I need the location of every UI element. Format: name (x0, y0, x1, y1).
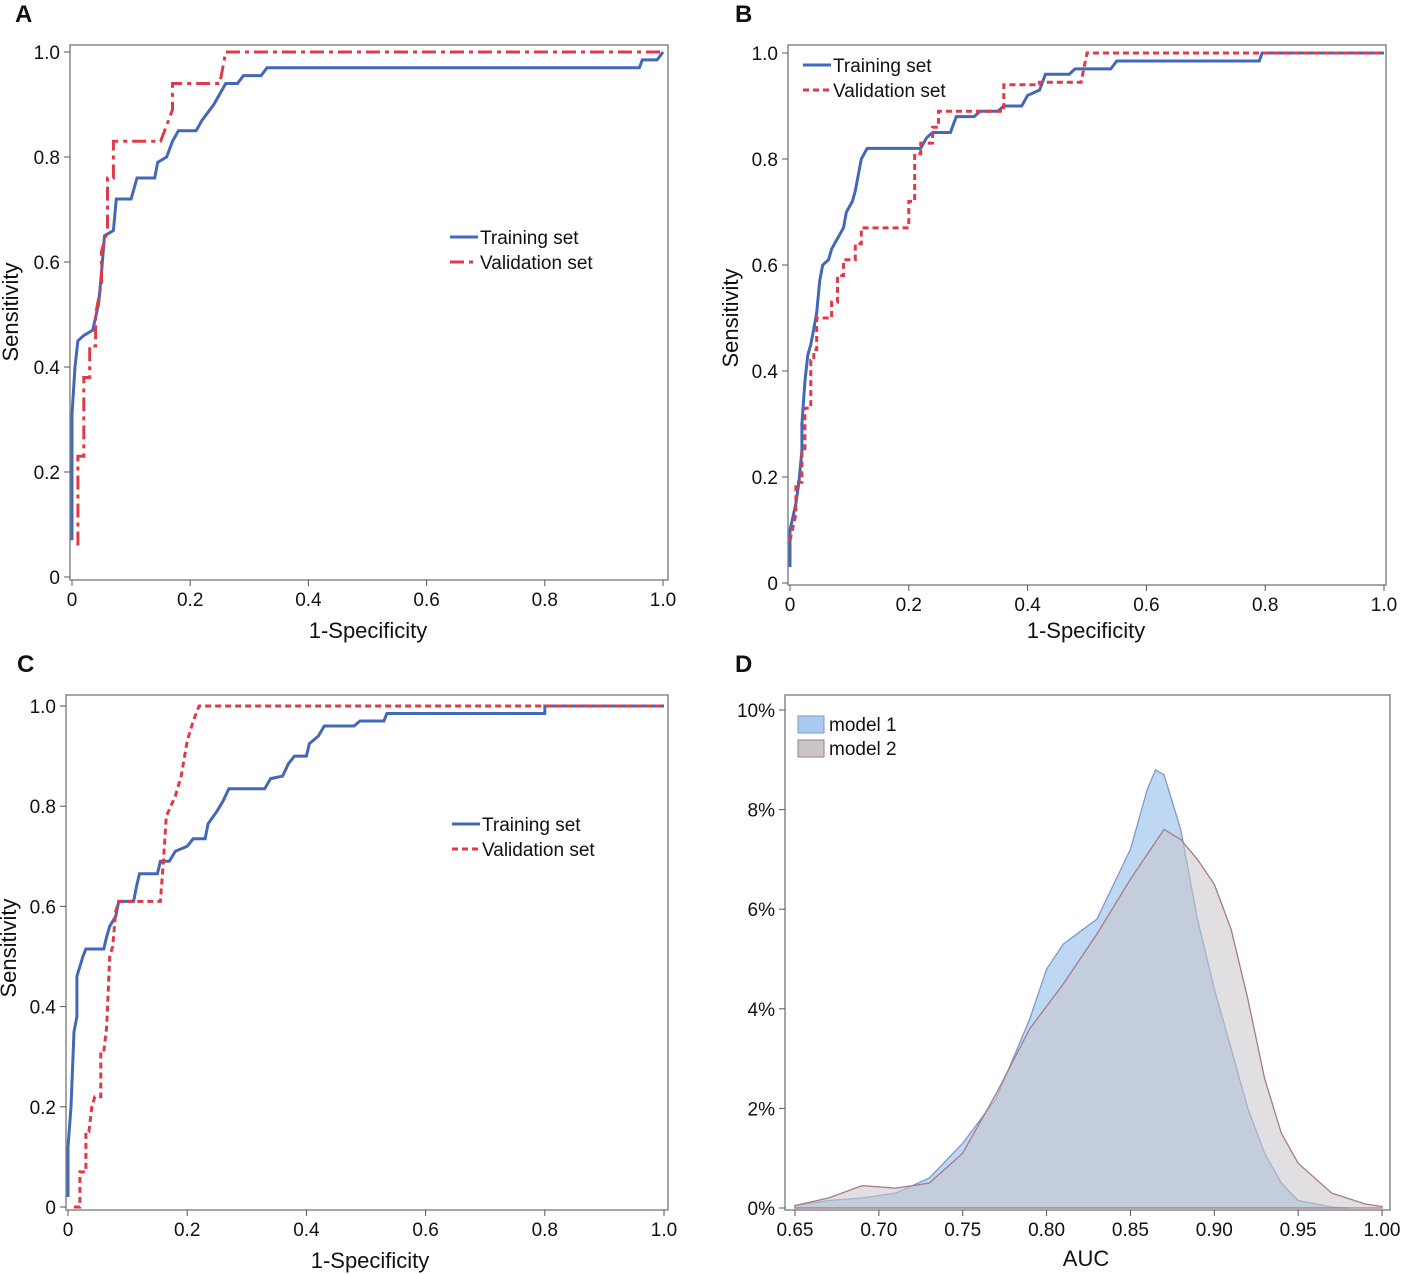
y-tick-label: 0.6 (34, 253, 60, 274)
x-tick-label: 0.95 (1280, 1220, 1317, 1241)
y-tick-label: 0 (767, 574, 778, 595)
y-tick-label: 0.2 (752, 468, 778, 489)
x-axis-label: AUC (1063, 1246, 1110, 1271)
x-tick-label: 0.8 (532, 1220, 558, 1241)
training-set-roc-line (788, 51, 1384, 568)
y-tick-label: 0.6 (30, 897, 56, 918)
y-axis-label: Sensitivity (718, 268, 743, 367)
validation-set-legend-label: Validation set (482, 840, 595, 861)
y-tick-label: 6% (748, 900, 776, 921)
model-1-legend-label: model 1 (829, 715, 897, 736)
panel-label: C (17, 651, 34, 678)
y-tick-label: 0 (45, 1198, 56, 1219)
x-tick-label: 0 (67, 590, 78, 611)
model-2-legend-swatch (797, 739, 825, 758)
training-set-legend-label: Training set (480, 228, 579, 249)
x-tick-label: 1.00 (1364, 1220, 1401, 1241)
plot-frame (787, 44, 1387, 586)
validation-set-roc-line (74, 704, 664, 1209)
x-tick-label: 0.8 (1252, 595, 1278, 616)
panel-d: D 0.65 0.70 0.75 0.80 0.85 0.90 0.95 1.00 0% 2% 4% 6… (735, 651, 1400, 1271)
model-2-density-area (794, 828, 1383, 1209)
x-axis-label: 1-Specificity (311, 1248, 430, 1273)
panel-b: B 0 0.2 0.4 0.6 0.8 1.0 0 0.2 0.4 0.6 0.8 1.0 1-Speci… (718, 1, 1397, 643)
panel-label: D (735, 651, 752, 678)
y-tick-label: 0.4 (30, 998, 57, 1019)
y-tick-label: 1.0 (30, 697, 56, 718)
training-set-legend-label: Training set (833, 56, 932, 77)
y-tick-label: 0.2 (34, 463, 60, 484)
x-tick-label: 0.4 (293, 1220, 320, 1241)
x-tick-label: 0.70 (860, 1220, 897, 1241)
validation-set-roc-line (788, 51, 1384, 541)
y-axis-label: Sensitivity (0, 898, 21, 997)
plot-frame (784, 694, 1391, 1211)
x-tick-label: 0.90 (1196, 1220, 1233, 1241)
y-tick-label: 10% (737, 701, 775, 722)
x-tick-label: 0.2 (174, 1220, 200, 1241)
y-tick-label: 0.8 (752, 150, 778, 171)
model-2-legend-label: model 2 (829, 739, 897, 760)
x-tick-label: 0.75 (944, 1220, 981, 1241)
y-axis-label: Sensitivity (0, 262, 23, 361)
x-tick-label: 0.6 (413, 590, 439, 611)
y-tick-label: 0% (748, 1199, 776, 1220)
x-tick-label: 0.4 (1014, 595, 1041, 616)
x-axis-label: 1-Specificity (309, 618, 428, 643)
x-tick-label: 0.8 (532, 590, 558, 611)
x-tick-label: 0.85 (1112, 1220, 1149, 1241)
y-tick-label: 0.6 (752, 256, 778, 277)
y-tick-label: 2% (748, 1099, 776, 1120)
x-tick-label: 0 (63, 1220, 74, 1241)
panel-label: A (15, 1, 32, 28)
y-tick-label: 0.4 (752, 362, 779, 383)
y-tick-label: 1.0 (34, 43, 60, 64)
x-tick-label: 0.4 (295, 590, 322, 611)
training-set-roc-line (70, 51, 665, 541)
x-tick-label: 0 (785, 595, 796, 616)
y-tick-label: 0.2 (30, 1098, 56, 1119)
x-tick-label: 1.0 (650, 590, 676, 611)
x-tick-label: 0.2 (177, 590, 203, 611)
training-set-legend-label: Training set (482, 815, 581, 836)
panel-a: A 0 0.2 0.4 0.6 0.8 1.0 0 0.2 0.4 0.6 0.8 1.0 1-Speci… (0, 1, 676, 643)
x-tick-label: 0.6 (412, 1220, 438, 1241)
y-tick-label: 0.8 (30, 797, 56, 818)
x-tick-label: 0.6 (1133, 595, 1159, 616)
x-tick-label: 1.0 (651, 1220, 677, 1241)
y-tick-label: 1.0 (752, 44, 778, 65)
x-tick-label: 0.80 (1028, 1220, 1065, 1241)
x-axis-label: 1-Specificity (1027, 618, 1146, 643)
y-tick-label: 0.4 (34, 358, 61, 379)
plot-frame (65, 694, 669, 1211)
y-tick-label: 0.8 (34, 148, 60, 169)
validation-set-roc-line (76, 50, 663, 546)
validation-set-legend-label: Validation set (480, 253, 593, 274)
training-set-roc-line (66, 704, 664, 1197)
plot-frame (69, 44, 669, 581)
panel-c: C 0 0.2 0.4 0.6 0.8 1.0 0 0.2 0.4 0.6 0.8 1.0 1-Speci… (0, 651, 677, 1273)
y-tick-label: 0 (49, 568, 60, 589)
x-tick-label: 0.2 (896, 595, 922, 616)
panel-label: B (735, 1, 752, 28)
validation-set-legend-label: Validation set (833, 81, 946, 102)
y-tick-label: 4% (748, 1000, 776, 1021)
y-tick-label: 8% (748, 801, 776, 822)
model-1-legend-swatch (797, 715, 825, 734)
x-tick-label: 0.65 (777, 1220, 814, 1241)
x-tick-label: 1.0 (1371, 595, 1397, 616)
